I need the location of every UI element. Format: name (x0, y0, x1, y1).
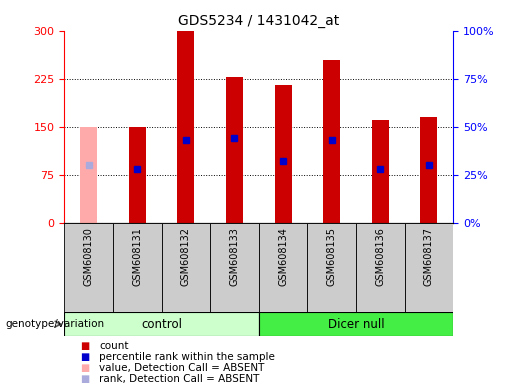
Bar (64, 223, 113, 313)
Bar (162, 223, 210, 313)
Bar (274, 85, 291, 223)
Bar (405, 223, 453, 313)
Text: control: control (141, 318, 182, 331)
Bar (372, 120, 389, 223)
Text: Dicer null: Dicer null (328, 318, 384, 331)
Text: ■: ■ (80, 341, 89, 351)
Text: percentile rank within the sample: percentile rank within the sample (99, 352, 276, 362)
Text: genotype/variation: genotype/variation (5, 319, 104, 329)
Text: GSM608137: GSM608137 (424, 227, 434, 286)
Text: GSM608134: GSM608134 (278, 227, 288, 286)
Bar (64, 312, 259, 336)
Text: GSM608130: GSM608130 (83, 227, 94, 286)
Bar (80, 127, 97, 223)
Text: ■: ■ (80, 374, 89, 384)
Bar (129, 127, 146, 223)
Text: ■: ■ (80, 352, 89, 362)
Text: GSM608131: GSM608131 (132, 227, 142, 286)
Bar (420, 117, 437, 223)
Text: GSM608133: GSM608133 (230, 227, 239, 286)
Text: value, Detection Call = ABSENT: value, Detection Call = ABSENT (99, 363, 265, 373)
Bar (210, 223, 259, 313)
Text: GSM608136: GSM608136 (375, 227, 385, 286)
Text: count: count (99, 341, 129, 351)
Text: ■: ■ (80, 363, 89, 373)
Bar (226, 77, 243, 223)
Text: rank, Detection Call = ABSENT: rank, Detection Call = ABSENT (99, 374, 260, 384)
Bar (259, 312, 453, 336)
Text: GSM608135: GSM608135 (327, 227, 337, 286)
Bar (356, 223, 405, 313)
Bar (323, 60, 340, 223)
Bar (259, 223, 307, 313)
Title: GDS5234 / 1431042_at: GDS5234 / 1431042_at (178, 14, 339, 28)
Bar (113, 223, 162, 313)
Bar (307, 223, 356, 313)
Bar (177, 31, 194, 223)
Text: GSM608132: GSM608132 (181, 227, 191, 286)
